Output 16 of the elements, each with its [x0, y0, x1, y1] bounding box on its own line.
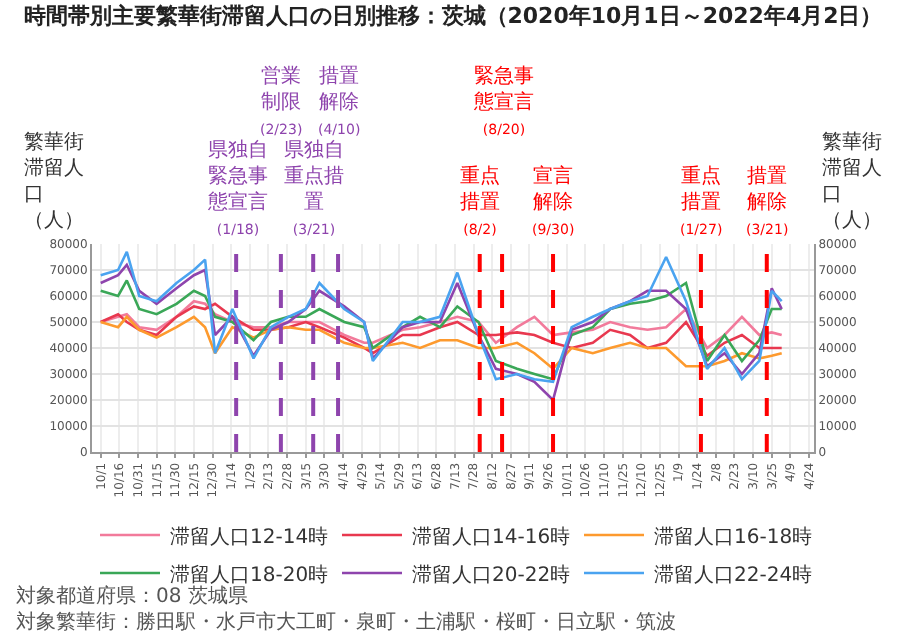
legend-label: 滞留人口14-16時	[412, 524, 571, 549]
line-series	[99, 302, 783, 358]
legend-label: 滞留人口18-20時	[170, 562, 329, 587]
line-series	[99, 315, 783, 371]
legend-label: 滞留人口12-14時	[170, 524, 329, 549]
legend-label: 滞留人口22-24時	[654, 562, 813, 587]
text: 対象繁華街：勝田駅・水戸市大工町・泉町・土浦駅・桜町・日立駅・筑波	[16, 610, 676, 634]
text: 対象都道府県：08 茨城県	[16, 584, 248, 608]
legend-label: 滞留人口16-18時	[654, 524, 813, 549]
legend-label: 滞留人口20-22時	[412, 562, 571, 587]
y-axis-title: 繁華街滞留人口（人）	[24, 130, 84, 232]
chart-title: 時間帯別主要繁華街滞留人口の日別推移：茨城（2020年10月1日～2022年4月2日）	[23, 3, 883, 30]
line-series	[99, 279, 783, 381]
line-series	[99, 299, 783, 350]
line-series	[99, 250, 783, 384]
y2-axis-title: 繁華街滞留人口（人）	[822, 130, 882, 232]
